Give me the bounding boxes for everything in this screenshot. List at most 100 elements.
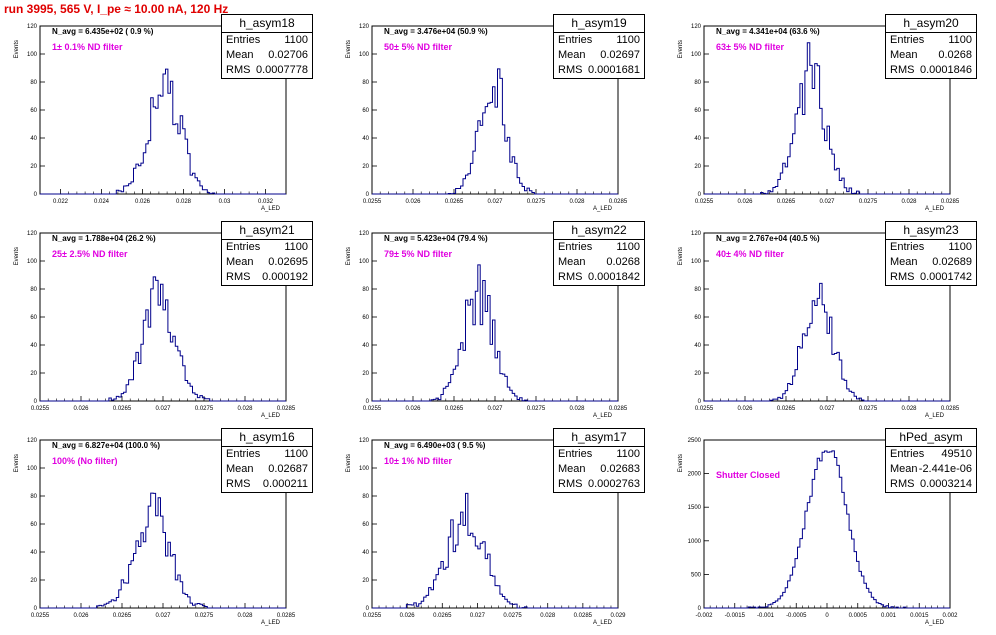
- histogram-name: h_asym21: [222, 222, 312, 240]
- histogram-line: [372, 264, 618, 402]
- stat-value: -2.441e-06: [918, 463, 972, 475]
- x-tick-label: 0.027: [155, 406, 171, 412]
- y-tick-label: 2000: [688, 472, 702, 478]
- filter-annotation: 63± 5% ND filter: [716, 42, 784, 52]
- navg-label: N_avg = 2.767e+04 (40.5 %): [716, 234, 820, 243]
- stat-value: 0.0001681: [588, 64, 640, 76]
- panel-h_asym22: 0.0255 0.026 0.0265 0.027 0.0275 0.028 0.0285 0…: [332, 221, 664, 428]
- stat-value: 0.02697: [600, 49, 640, 61]
- stat-value: 0.000211: [262, 478, 308, 490]
- stats-row-rms: RMS 0.0003214: [886, 477, 976, 492]
- y-tick-label: 0: [698, 399, 702, 405]
- stats-box: h_asym19 Entries 1100 Mean 0.02697 RMS 0.00016…: [553, 14, 645, 79]
- histogram-name: h_asym17: [554, 429, 644, 447]
- y-tick-label: 80: [694, 287, 701, 293]
- x-tick-label: 0.0265: [113, 406, 132, 412]
- stats-row-mean: Mean 0.02689: [886, 255, 976, 270]
- stat-label: RMS: [558, 271, 583, 283]
- y-tick-label: 0: [366, 606, 370, 612]
- y-tick-label: 500: [691, 572, 702, 578]
- stats-row-entries: Entries 1100: [886, 33, 976, 48]
- y-tick-label: 20: [30, 164, 37, 170]
- y-tick-label: 0: [366, 399, 370, 405]
- stat-label: Entries: [226, 448, 261, 460]
- x-axis-label: A_LED: [593, 413, 613, 419]
- x-tick-label: 0.0005: [849, 613, 868, 619]
- stat-value: 0.0007778: [256, 64, 308, 76]
- stats-row-rms: RMS 0.0001681: [554, 63, 644, 78]
- stat-value: 1100: [284, 448, 308, 460]
- y-tick-label: 40: [362, 550, 369, 556]
- x-tick-label: 0.028: [176, 199, 192, 205]
- stat-value: 1100: [616, 448, 640, 460]
- x-tick-label: 0.0255: [695, 406, 714, 412]
- y-tick-label: 100: [359, 259, 370, 265]
- navg-label: N_avg = 5.423e+04 (79.4 %): [384, 234, 488, 243]
- stat-label: RMS: [226, 64, 251, 76]
- y-tick-label: 120: [691, 24, 702, 30]
- stat-value: 0.02695: [268, 256, 308, 268]
- stats-row-mean: Mean -2.441e-06: [886, 462, 976, 477]
- stat-value: 0.0001846: [920, 64, 972, 76]
- navg-label: N_avg = 6.435e+02 ( 0.9 %): [52, 27, 154, 36]
- y-tick-label: 120: [359, 24, 370, 30]
- y-tick-label: 20: [30, 371, 37, 377]
- stat-label: Entries: [890, 448, 925, 460]
- x-tick-label: 0.0285: [609, 406, 628, 412]
- x-tick-label: 0.026: [73, 406, 89, 412]
- navg-label: N_avg = 1.788e+04 (26.2 %): [52, 234, 156, 243]
- run-title: run 3995, 565 V, I_pe ≈ 10.00 nA, 120 Hz: [4, 2, 229, 16]
- stats-box: h_asym17 Entries 1100 Mean 0.02683 RMS 0.00027…: [553, 428, 645, 493]
- stat-label: Mean: [890, 463, 918, 475]
- stats-row-entries: Entries 1100: [554, 33, 644, 48]
- stat-value: 0.02689: [932, 256, 972, 268]
- stats-row-entries: Entries 1100: [886, 240, 976, 255]
- x-tick-label: 0.026: [737, 199, 753, 205]
- x-tick-label: 0.0285: [574, 613, 593, 619]
- filter-annotation: 79± 5% ND filter: [384, 249, 452, 259]
- y-tick-label: 80: [362, 80, 369, 86]
- stat-value: 0.0001742: [920, 271, 972, 283]
- stat-label: Entries: [226, 241, 261, 253]
- stat-label: RMS: [558, 64, 583, 76]
- y-tick-label: 80: [30, 80, 37, 86]
- stat-label: RMS: [890, 64, 915, 76]
- stat-label: Entries: [558, 448, 593, 460]
- histogram-name: hPed_asym: [886, 429, 976, 447]
- y-axis-label: Events: [346, 40, 352, 58]
- x-axis-label: A_LED: [925, 620, 945, 626]
- stat-label: Mean: [558, 463, 586, 475]
- stat-value: 0.02687: [268, 463, 308, 475]
- x-axis-label: A_LED: [261, 413, 281, 419]
- navg-label: N_avg = 4.341e+04 (63.6 %): [716, 27, 820, 36]
- y-tick-label: 40: [30, 343, 37, 349]
- histogram-line: [372, 68, 618, 195]
- x-tick-label: -0.0015: [725, 613, 746, 619]
- x-tick-label: 0.0265: [777, 406, 796, 412]
- stat-value: 0.02683: [600, 463, 640, 475]
- stat-label: RMS: [890, 478, 915, 490]
- y-tick-label: 20: [362, 578, 369, 584]
- y-tick-label: 80: [362, 494, 369, 500]
- histogram-name: h_asym19: [554, 15, 644, 33]
- stats-box: hPed_asym Entries 49510 Mean -2.441e-06 RMS 0.…: [885, 428, 977, 493]
- y-tick-label: 120: [359, 231, 370, 237]
- stat-value: 0.0002763: [588, 478, 640, 490]
- x-tick-label: 0.0255: [31, 613, 50, 619]
- x-tick-label: 0.0285: [277, 406, 296, 412]
- stats-row-mean: Mean 0.02695: [222, 255, 312, 270]
- x-tick-label: -0.002: [695, 613, 713, 619]
- histogram-name: h_asym23: [886, 222, 976, 240]
- histogram-line: [704, 450, 950, 609]
- navg-label: N_avg = 6.827e+04 (100.0 %): [52, 441, 161, 450]
- y-tick-label: 60: [30, 315, 37, 321]
- y-tick-label: 100: [691, 259, 702, 265]
- x-tick-label: 0.028: [237, 406, 253, 412]
- y-tick-label: 60: [30, 522, 37, 528]
- x-tick-label: 0.026: [737, 406, 753, 412]
- stat-value: 0.02706: [268, 49, 308, 61]
- x-tick-label: 0.024: [94, 199, 110, 205]
- stats-row-mean: Mean 0.02683: [554, 462, 644, 477]
- y-tick-label: 100: [359, 52, 370, 58]
- histogram-name: h_asym18: [222, 15, 312, 33]
